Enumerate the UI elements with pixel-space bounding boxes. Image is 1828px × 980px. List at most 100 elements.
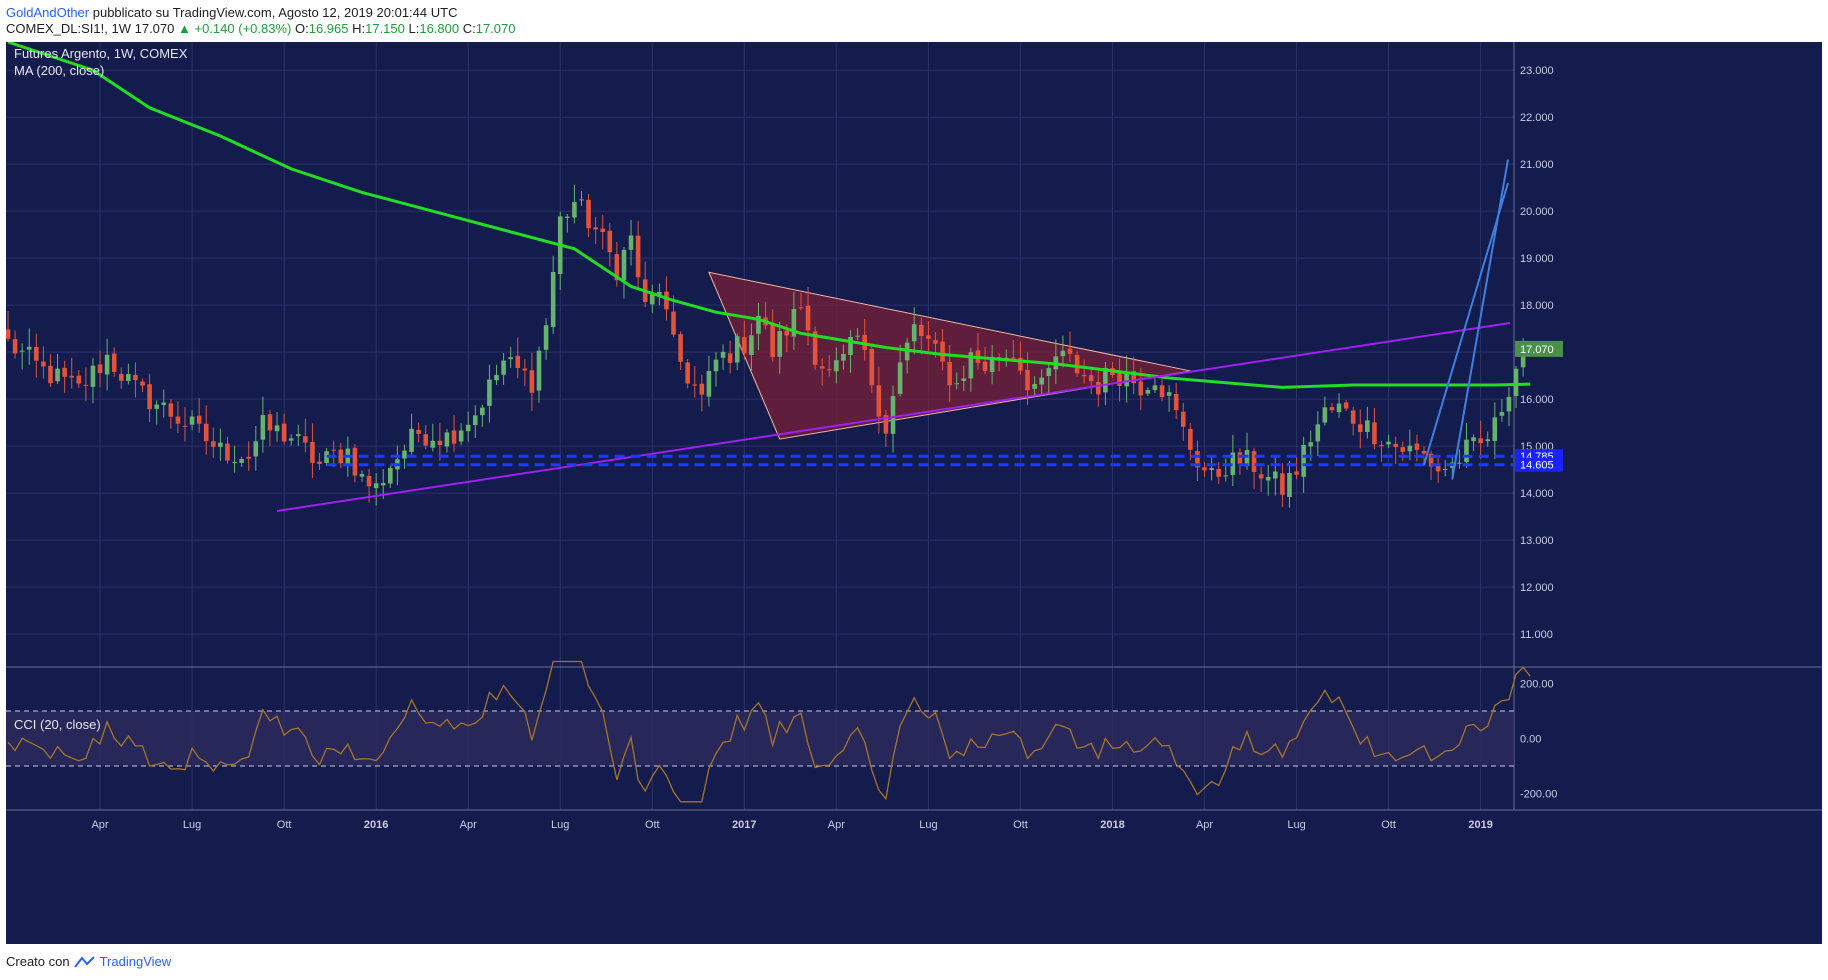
time-tick-label: 2019: [1468, 819, 1492, 831]
candle-body: [798, 307, 804, 309]
chart-container[interactable]: 200.00 0.00 -200.00 23.000 22.000 21.000 20.0…: [6, 42, 1822, 944]
candle-body: [1011, 357, 1016, 359]
candle-body: [664, 291, 669, 310]
candle-body: [147, 384, 152, 410]
price-tick-label: 22.000: [1520, 112, 1554, 124]
candle-body: [225, 443, 230, 461]
candle-body: [1365, 420, 1370, 433]
candle-body: [211, 441, 216, 447]
candle-body: [1152, 385, 1158, 391]
candle-body: [1195, 451, 1200, 468]
candle-body: [819, 366, 825, 369]
candle-body: [550, 271, 556, 328]
time-tick-label: Ott: [1381, 819, 1396, 831]
candle-body: [126, 374, 131, 381]
tradingview-brand-link[interactable]: TradingView: [99, 954, 172, 969]
candle-body: [947, 361, 952, 386]
last-price: 17.070: [134, 21, 175, 36]
candle-body: [593, 227, 598, 230]
candle-body: [1499, 412, 1505, 416]
candle-body: [1032, 383, 1037, 389]
candle-body: [480, 407, 485, 416]
price-chart[interactable]: 200.00 0.00 -200.00 23.000 22.000 21.000 20.0…: [6, 42, 1822, 944]
candle-body: [862, 334, 867, 350]
candle-body: [1280, 473, 1285, 495]
candle-body: [444, 432, 450, 447]
candle-body: [380, 483, 386, 486]
candle-body: [1478, 438, 1483, 444]
high-label: H:: [352, 21, 366, 36]
candle-body: [742, 337, 747, 354]
candle-body: [791, 309, 797, 337]
candle-body: [409, 428, 414, 452]
candle-body: [1216, 468, 1221, 477]
cci-tick-label: 0.00: [1520, 734, 1541, 746]
candle-body: [720, 351, 726, 358]
candle-body: [989, 356, 995, 372]
candle-body: [76, 375, 82, 384]
time-tick-label: Lug: [919, 819, 937, 831]
candle-body: [246, 456, 252, 459]
candle-body: [373, 483, 379, 489]
candle-body: [515, 355, 521, 369]
candle-body: [1067, 348, 1073, 354]
low-label: L:: [408, 21, 420, 36]
candle-body: [1400, 447, 1406, 452]
cci-indicator-label: CCI (20, close): [14, 717, 101, 732]
candle-body: [48, 365, 53, 384]
candle-body: [274, 425, 280, 432]
candle-body: [777, 331, 783, 357]
candle-body: [848, 336, 853, 356]
candle-body: [1457, 462, 1462, 464]
candle-body: [41, 361, 46, 367]
candle-body: [933, 340, 938, 344]
candle-body: [826, 369, 832, 371]
candle-body: [1124, 372, 1129, 387]
candle-body: [1428, 453, 1434, 467]
candle-body: [699, 383, 705, 395]
candle-body: [1301, 444, 1306, 477]
candle-body: [366, 475, 372, 487]
candle-body: [1138, 381, 1144, 396]
time-tick-label: Lug: [183, 819, 201, 831]
published-text: pubblicato su TradingView.com, Agosto 12…: [92, 5, 458, 20]
candle-body: [522, 368, 528, 371]
candle-body: [961, 378, 967, 381]
candle-body: [12, 339, 18, 354]
candle-body: [543, 325, 549, 350]
candle-body: [1088, 375, 1094, 381]
candle-body: [388, 467, 393, 484]
symbol-line: COMEX_DL:SI1!, 1W 17.070 ▲ +0.140 (+0.83…: [6, 21, 516, 36]
candle-body: [1520, 350, 1526, 368]
candle-body: [1251, 451, 1257, 473]
ma-200-line: [7, 42, 1531, 389]
candle-body: [1166, 392, 1172, 396]
candle-body: [1117, 372, 1122, 387]
candle-body: [1294, 471, 1299, 475]
symbol-label: COMEX_DL:SI1!, 1W: [6, 21, 131, 36]
candle-body: [1471, 437, 1476, 442]
candle-body: [317, 461, 322, 465]
close-value: 17.070: [475, 21, 516, 36]
candle-body: [954, 383, 960, 385]
candle-body: [1343, 402, 1349, 409]
time-tick-label: Lug: [1287, 819, 1305, 831]
candle-body: [288, 438, 294, 441]
time-tick-label: Apr: [828, 819, 845, 831]
created-with-label: Creato con: [6, 954, 70, 969]
candle-body: [1209, 468, 1214, 470]
time-axis: Apr Lug Ott 2016 Apr Lug Ott 2017 Apr Lug Ott 2018 A…: [91, 819, 1492, 831]
candle-body: [968, 352, 974, 379]
candle-body: [890, 396, 896, 434]
candle-body: [1159, 385, 1165, 398]
candle-body: [1322, 407, 1328, 423]
candle-body: [1308, 442, 1314, 447]
candle-body: [352, 447, 358, 476]
candle-body: [621, 249, 627, 281]
author-link[interactable]: GoldAndOther: [6, 5, 90, 20]
candle-body: [1230, 452, 1236, 475]
candle-body: [154, 404, 159, 409]
price-tick-label: 14.000: [1520, 488, 1554, 500]
ma-line: [7, 42, 1531, 389]
candle-body: [536, 350, 542, 391]
